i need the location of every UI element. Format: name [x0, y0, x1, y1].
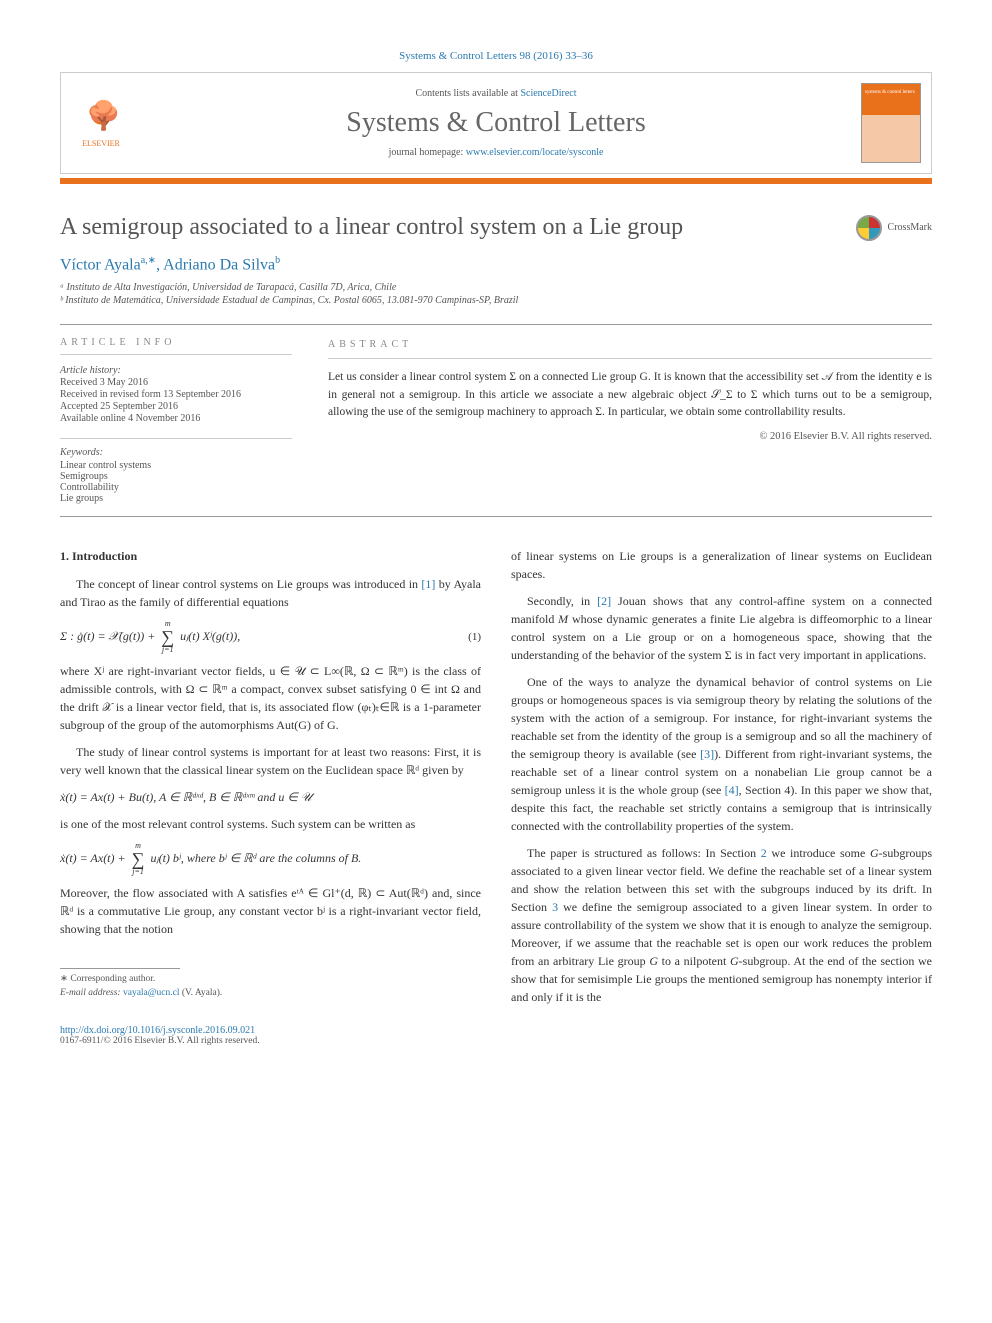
keyword-item: Semigroups	[60, 471, 292, 482]
para: Secondly, in [2] Jouan shows that any co…	[511, 592, 932, 664]
elsevier-logo: ELSEVIER	[71, 88, 131, 158]
abstract: abstract Let us consider a linear contro…	[310, 325, 932, 516]
article-title: A semigroup associated to a linear contr…	[60, 214, 683, 241]
section-1-title: 1. Introduction	[60, 547, 481, 565]
crossmark-icon	[856, 215, 882, 241]
corresponding-author-note: ∗ Corresponding author.	[60, 973, 481, 986]
para: One of the ways to analyze the dynamical…	[511, 673, 932, 835]
equation-1: Σ : ġ(t) = 𝒳(g(t)) + m∑j=1 uⱼ(t) Xʲ(g(t)…	[60, 620, 481, 654]
affiliations: ᵃ Instituto de Alta Investigación, Unive…	[60, 282, 932, 306]
history-revised: Received in revised form 13 September 20…	[60, 389, 292, 400]
author2-affil-sup: b	[275, 255, 280, 266]
authors: Víctor Ayalaa,∗, Adriano Da Silvab	[60, 255, 932, 274]
doi-line: http://dx.doi.org/10.1016/j.sysconle.201…	[60, 1025, 932, 1036]
ref-link-1[interactable]: [1]	[421, 577, 435, 591]
sciencedirect-link[interactable]: ScienceDirect	[520, 88, 576, 99]
author1-affil-sup: a,∗	[141, 255, 156, 266]
para: Moreover, the flow associated with A sat…	[60, 884, 481, 938]
accent-bar	[60, 178, 932, 184]
affiliation-a: ᵃ Instituto de Alta Investigación, Unive…	[60, 282, 932, 293]
section-link-2[interactable]: 2	[761, 846, 767, 860]
section-link-3[interactable]: 3	[552, 900, 558, 914]
para: The concept of linear control systems on…	[60, 575, 481, 611]
journal-header: ELSEVIER Contents lists available at Sci…	[60, 72, 932, 174]
para: is one of the most relevant control syst…	[60, 815, 481, 833]
column-right: of linear systems on Lie groups is a gen…	[511, 547, 932, 1015]
para: The study of linear control systems is i…	[60, 743, 481, 779]
keyword-item: Controllability	[60, 482, 292, 493]
copyright-line: © 2016 Elsevier B.V. All rights reserved…	[328, 429, 932, 445]
crossmark-label: CrossMark	[888, 222, 932, 233]
display-math: ẋ(t) = Ax(t) + Bu(t), A ∈ ℝᵈˣᵈ, B ∈ ℝᵈˣᵐ…	[60, 788, 481, 806]
ref-link-2[interactable]: [2]	[597, 594, 611, 608]
history-title: Article history:	[60, 365, 292, 376]
body-text: 1. Introduction The concept of linear co…	[60, 547, 932, 1015]
keyword-item: Linear control systems	[60, 460, 292, 471]
equation-number: (1)	[468, 629, 481, 646]
footnote-separator	[60, 968, 180, 969]
para: where Xʲ are right-invariant vector fiel…	[60, 662, 481, 734]
article-info-heading: article info	[60, 337, 292, 355]
equation-3: ẋ(t) = Ax(t) + m∑j=1 uⱼ(t) bʲ, where bʲ …	[60, 842, 481, 876]
keywords-title: Keywords:	[60, 447, 292, 458]
homepage-line: journal homepage: www.elsevier.com/locat…	[131, 147, 861, 158]
journal-reference: Systems & Control Letters 98 (2016) 33–3…	[60, 50, 932, 62]
affiliation-b: ᵇ Instituto de Matemática, Universidade …	[60, 295, 932, 306]
journal-name: Systems & Control Letters	[131, 107, 861, 139]
issn-line: 0167-6911/© 2016 Elsevier B.V. All right…	[60, 1036, 932, 1046]
abstract-text: Let us consider a linear control system …	[328, 369, 932, 421]
contents-line: Contents lists available at ScienceDirec…	[131, 88, 861, 99]
email-link[interactable]: vayala@ucn.cl	[123, 988, 180, 998]
keywords: Keywords: Linear control systems Semigro…	[60, 438, 292, 504]
crossmark-badge[interactable]: CrossMark	[856, 215, 932, 241]
article-info: article info Article history: Received 3…	[60, 325, 310, 516]
keyword-item: Lie groups	[60, 493, 292, 504]
abstract-heading: abstract	[328, 337, 932, 359]
email-line: E-mail address: vayala@ucn.cl (V. Ayala)…	[60, 987, 481, 1000]
history-received: Received 3 May 2016	[60, 377, 292, 388]
ref-link-4[interactable]: [4]	[725, 783, 739, 797]
publisher-name: ELSEVIER	[82, 139, 120, 148]
homepage-link[interactable]: www.elsevier.com/locate/sysconle	[466, 147, 604, 158]
article-history: Article history: Received 3 May 2016 Rec…	[60, 365, 292, 424]
ref-link-3[interactable]: [3]	[700, 747, 714, 761]
doi-link[interactable]: http://dx.doi.org/10.1016/j.sysconle.201…	[60, 1025, 255, 1036]
history-online: Available online 4 November 2016	[60, 413, 292, 424]
journal-cover-thumb	[861, 83, 921, 163]
para: of linear systems on Lie groups is a gen…	[511, 547, 932, 583]
history-accepted: Accepted 25 September 2016	[60, 401, 292, 412]
column-left: 1. Introduction The concept of linear co…	[60, 547, 481, 1015]
footnotes: ∗ Corresponding author. E-mail address: …	[60, 973, 481, 1000]
para: The paper is structured as follows: In S…	[511, 844, 932, 1006]
